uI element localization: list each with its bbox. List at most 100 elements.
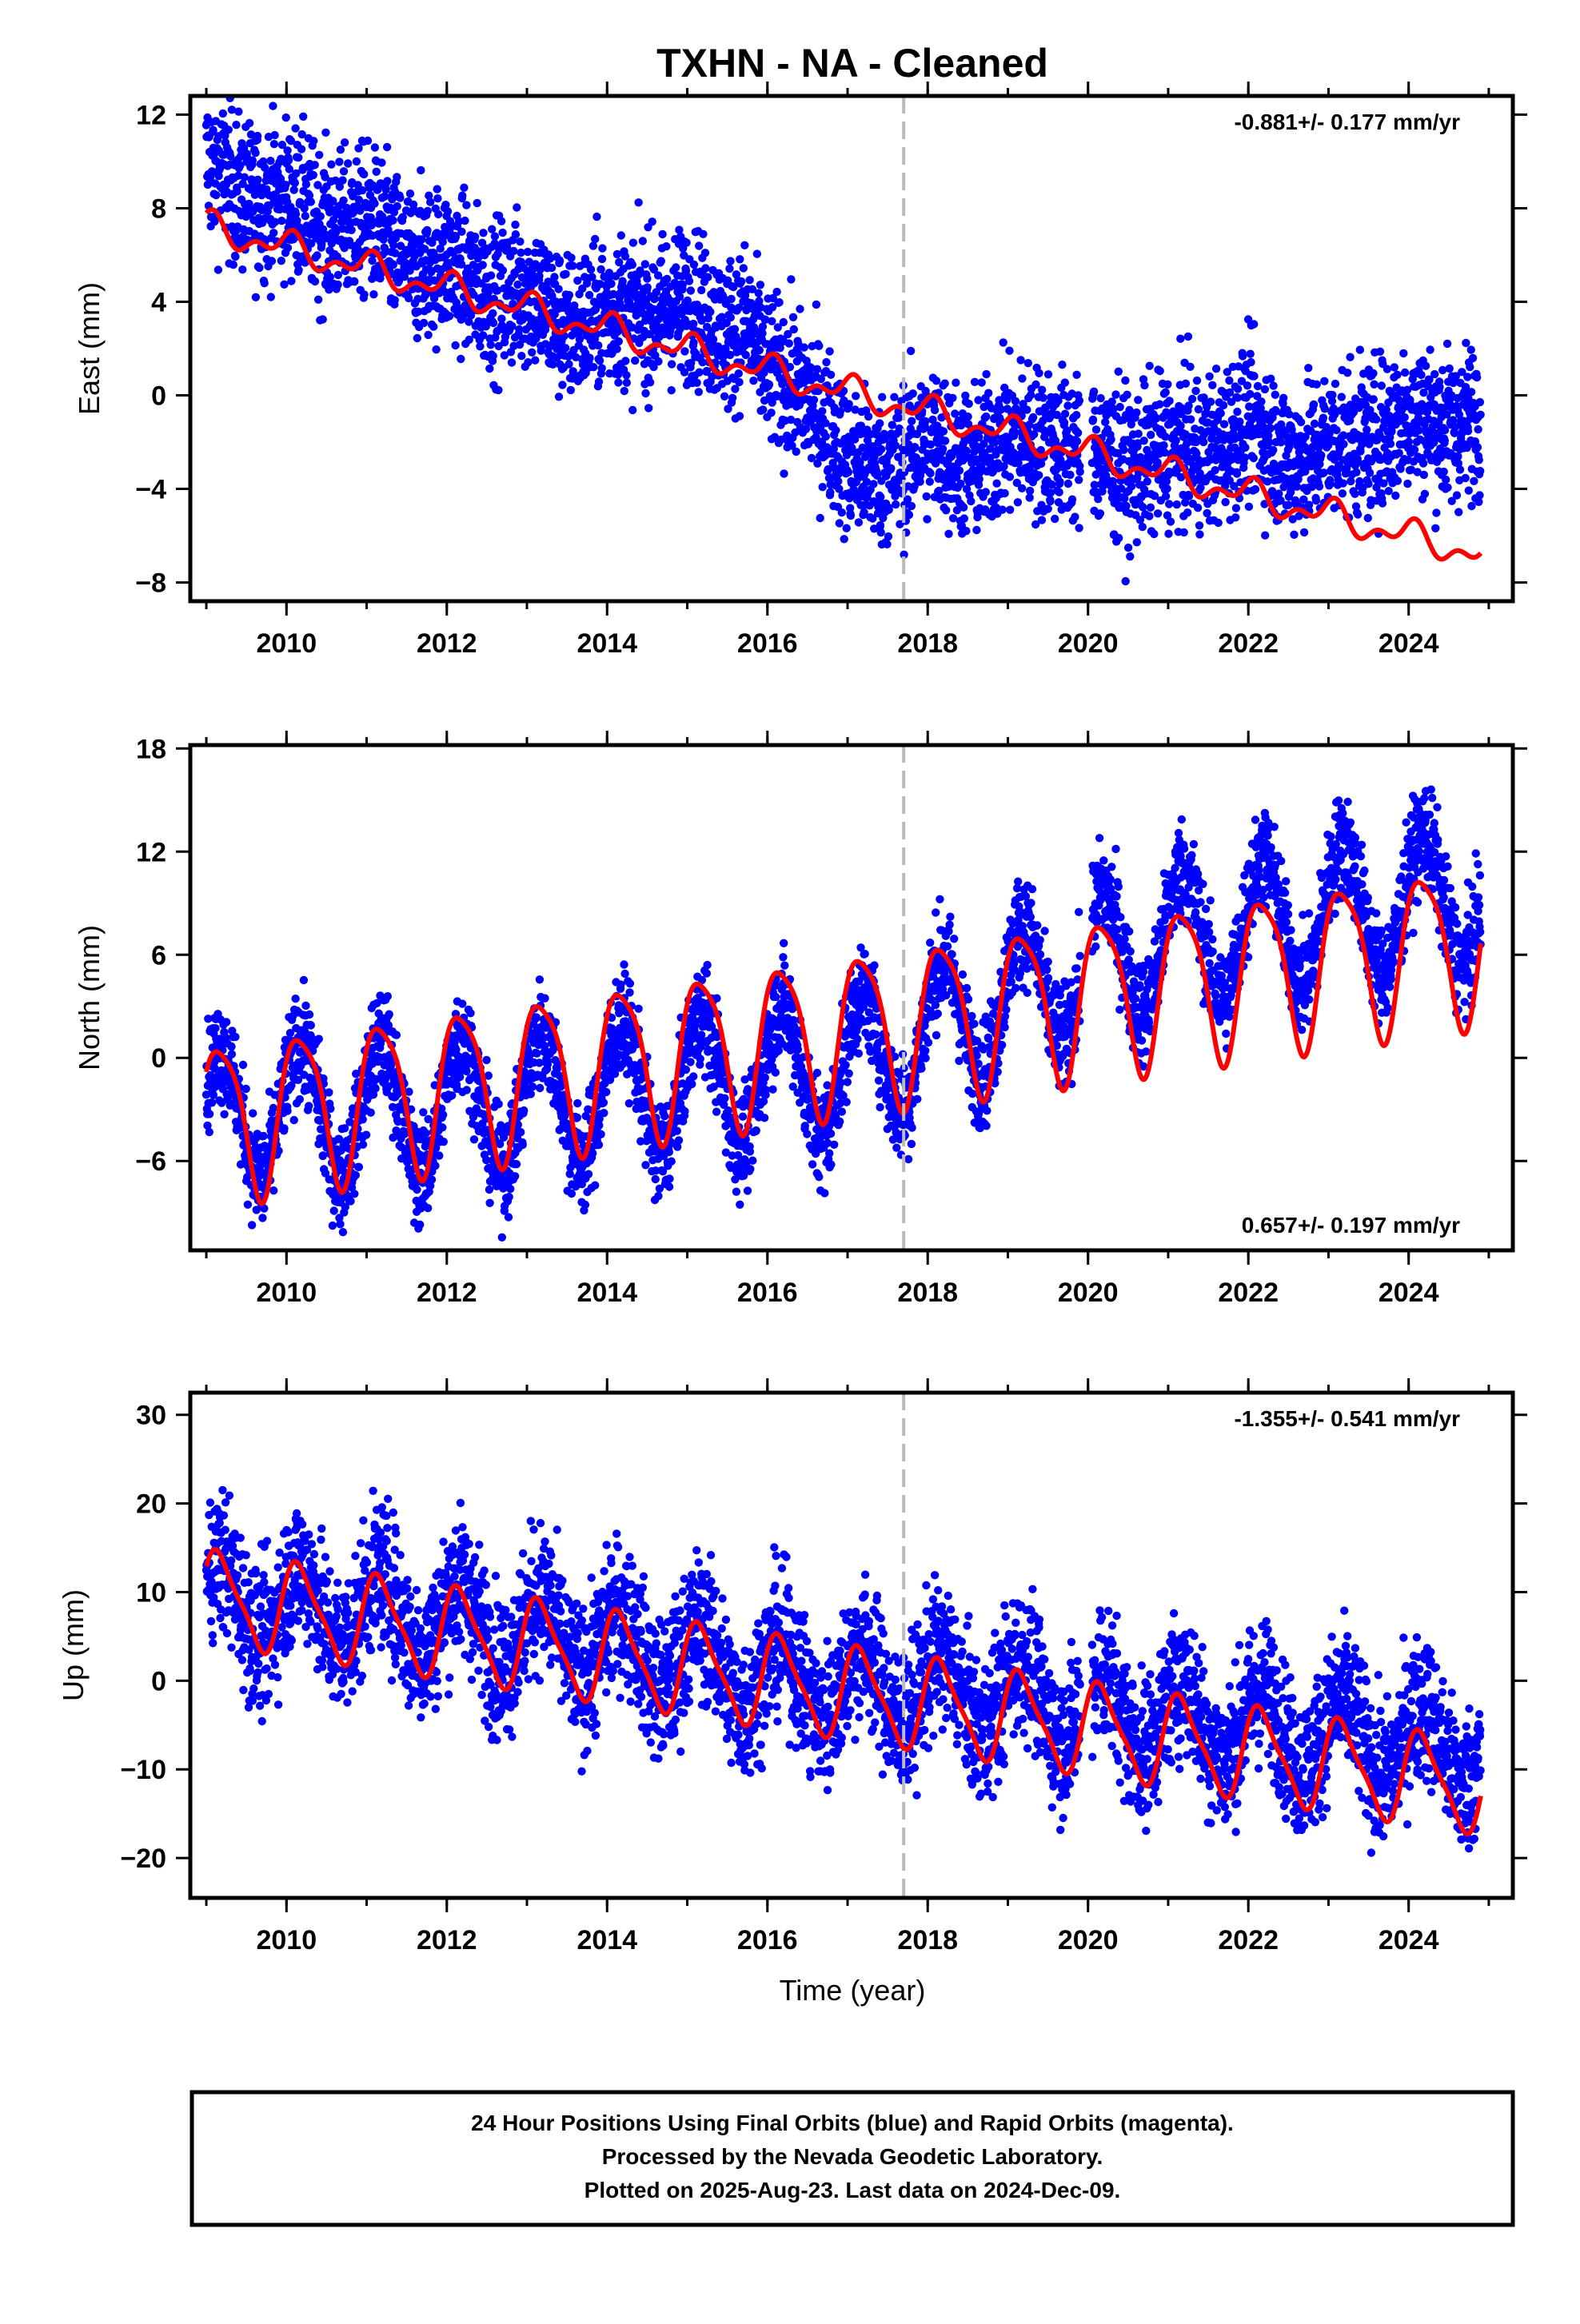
east-data-point xyxy=(1313,381,1321,389)
east-data-point xyxy=(417,166,425,174)
east-data-point xyxy=(1246,390,1254,398)
east-data-point xyxy=(1173,500,1181,508)
east-data-point xyxy=(1039,393,1047,401)
east-data-point xyxy=(759,405,767,413)
east-data-point xyxy=(1207,397,1215,405)
north-data-point xyxy=(280,1124,288,1132)
east-data-point xyxy=(473,199,481,207)
east-data-point xyxy=(497,217,505,225)
east-data-point xyxy=(381,185,389,193)
east-data-point xyxy=(1271,391,1279,399)
east-data-point xyxy=(614,378,622,386)
east-x-tick-label: 2014 xyxy=(577,628,637,659)
east-data-point xyxy=(1269,446,1277,454)
east-data-point xyxy=(643,274,651,282)
east-data-point xyxy=(1245,503,1253,511)
east-data-point xyxy=(460,184,468,192)
east-data-point xyxy=(1250,372,1258,380)
east-data-point xyxy=(1464,427,1472,435)
east-data-point xyxy=(360,170,368,178)
east-data-point xyxy=(834,477,842,485)
east-data-point xyxy=(1239,352,1247,360)
east-data-point xyxy=(1247,350,1255,358)
east-data-point xyxy=(358,186,366,194)
east-data-point xyxy=(1162,389,1170,397)
east-data-point xyxy=(509,247,517,255)
east-data-point xyxy=(1167,517,1175,525)
east-data-point xyxy=(1467,502,1475,510)
east-data-point xyxy=(890,393,898,401)
east-data-point xyxy=(531,357,539,365)
north-data-point xyxy=(367,1109,375,1117)
east-data-point xyxy=(370,200,378,208)
east-data-point xyxy=(628,261,636,269)
east-data-point xyxy=(1163,484,1171,492)
east-data-point xyxy=(585,354,593,362)
east-data-point xyxy=(1293,483,1301,491)
east-data-point xyxy=(787,275,795,283)
north-data-point xyxy=(325,1088,333,1096)
north-data-point xyxy=(290,1116,298,1124)
east-data-point xyxy=(1024,359,1032,367)
east-data-point xyxy=(962,527,970,535)
east-data-point xyxy=(1108,397,1116,405)
east-data-point xyxy=(883,540,891,548)
east-data-point xyxy=(595,377,603,385)
east-data-point xyxy=(641,389,649,397)
east-data-point xyxy=(1297,418,1305,426)
east-data-point xyxy=(285,156,293,164)
east-data-point xyxy=(684,297,692,305)
north-data-point xyxy=(359,1141,367,1149)
east-data-point xyxy=(433,194,441,202)
north-data-point xyxy=(244,1201,252,1209)
east-data-point xyxy=(371,143,379,151)
east-data-point xyxy=(658,230,666,238)
north-data-point xyxy=(326,1105,334,1113)
east-data-point xyxy=(1251,485,1259,493)
east-data-point xyxy=(736,412,744,420)
east-data-point xyxy=(1038,516,1046,524)
east-data-point xyxy=(1075,397,1083,405)
east-data-point xyxy=(1180,528,1188,536)
east-data-point xyxy=(1440,468,1448,476)
east-data-point xyxy=(406,189,414,197)
north-data-point xyxy=(301,1002,309,1010)
east-data-point xyxy=(1075,476,1083,484)
east-data-point xyxy=(1096,509,1104,517)
east-data-point xyxy=(479,261,487,269)
east-data-point xyxy=(212,191,220,199)
north-data-point xyxy=(352,1171,360,1179)
north-data-point xyxy=(227,1042,235,1050)
east-data-point xyxy=(941,436,949,444)
east-data-point xyxy=(432,345,440,353)
east-data-point xyxy=(629,239,637,247)
east-data-point xyxy=(634,198,642,206)
east-data-point xyxy=(1364,514,1372,522)
east-data-point xyxy=(607,280,615,288)
east-data-point xyxy=(383,143,391,151)
east-data-point xyxy=(290,185,298,193)
east-data-point xyxy=(252,293,260,301)
east-data-point xyxy=(767,409,775,417)
east-data-point xyxy=(1233,469,1241,477)
east-data-point xyxy=(261,279,269,287)
east-data-point xyxy=(876,492,884,500)
east-data-point xyxy=(548,264,556,272)
east-data-point xyxy=(249,157,257,165)
east-data-point xyxy=(800,343,808,351)
east-data-point xyxy=(1369,369,1377,377)
east-data-point xyxy=(561,270,569,278)
east-data-point xyxy=(818,483,826,491)
north-data-point xyxy=(319,1151,327,1159)
east-data-point xyxy=(1135,429,1143,437)
east-data-point xyxy=(672,263,680,271)
east-data-point xyxy=(1096,394,1104,402)
east-data-point xyxy=(623,379,631,387)
east-data-point xyxy=(513,203,521,211)
north-data-point xyxy=(329,1222,337,1230)
east-data-point xyxy=(1430,370,1438,378)
east-data-point xyxy=(1217,409,1225,417)
east-data-point xyxy=(389,261,397,269)
east-data-point xyxy=(294,153,302,161)
east-data-point xyxy=(433,185,441,193)
